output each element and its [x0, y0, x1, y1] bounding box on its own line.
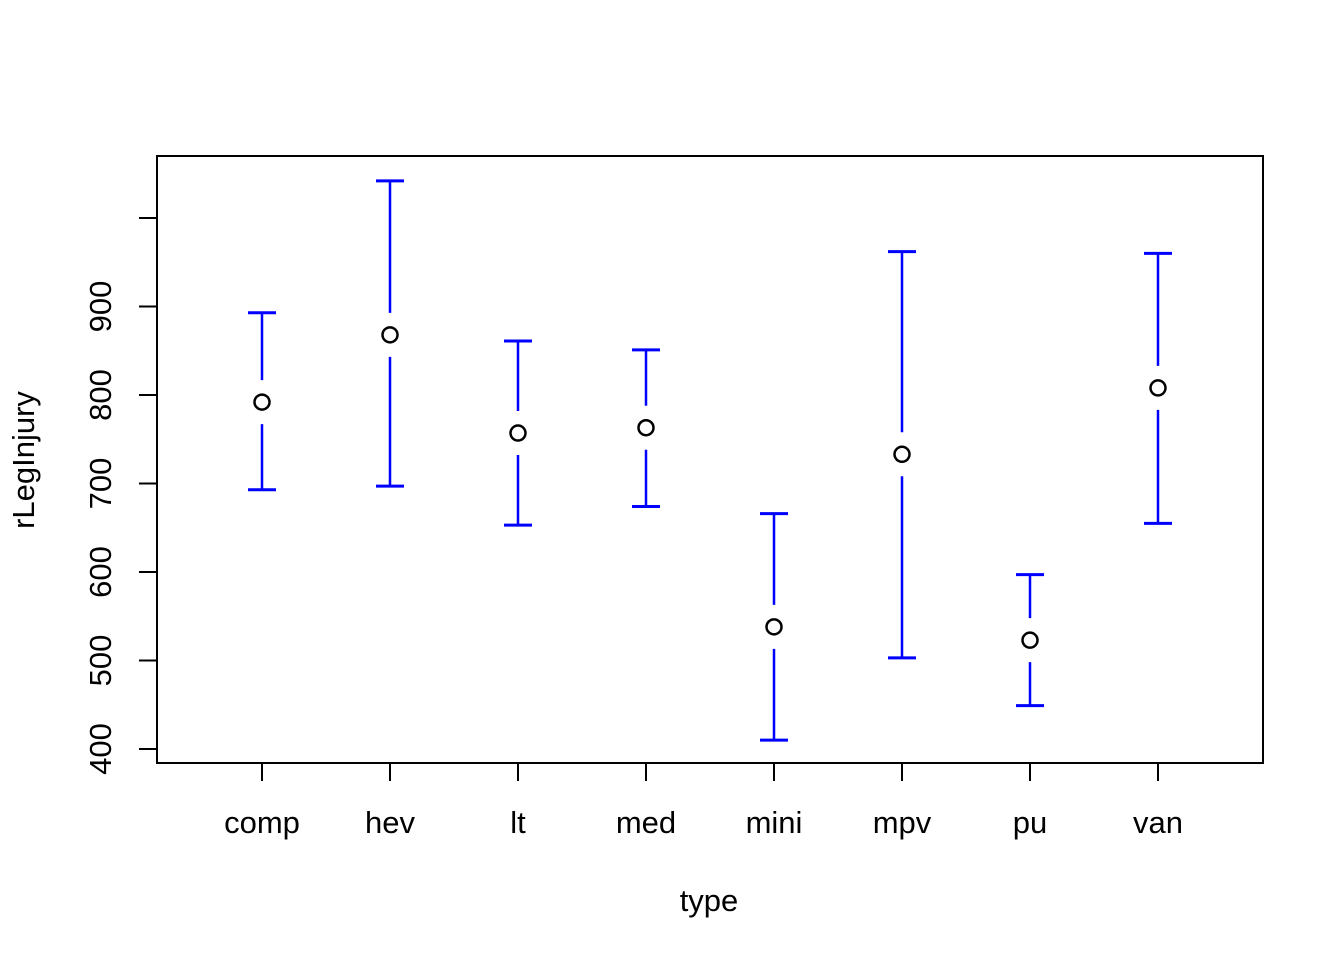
x-tick-label: pu: [1013, 805, 1047, 840]
mean-point: [253, 393, 271, 411]
mean-point: [509, 424, 527, 442]
x-tick-label: comp: [224, 805, 300, 840]
mean-point: [381, 326, 399, 344]
y-axis-title: rLegInjury: [6, 391, 41, 529]
y-tick-label: 900: [83, 281, 118, 333]
y-tick-label: 700: [83, 458, 118, 510]
x-tick-label: mpv: [873, 805, 932, 840]
x-tick-label: mini: [746, 805, 803, 840]
x-tick-label: hev: [365, 805, 415, 840]
mean-point: [765, 618, 783, 636]
y-tick-label: 500: [83, 635, 118, 687]
mean-point: [1149, 379, 1167, 397]
x-tick-label: med: [616, 805, 676, 840]
y-tick-label: 800: [83, 369, 118, 421]
x-tick-label: van: [1133, 805, 1183, 840]
mean-point: [893, 445, 911, 464]
x-axis-title: type: [680, 883, 739, 918]
x-tick-label: lt: [510, 805, 526, 840]
y-tick-label: 600: [83, 546, 118, 598]
mean-point: [637, 418, 655, 437]
plot-box: [156, 155, 1264, 764]
mean-point: [1021, 631, 1039, 649]
y-tick-label: 400: [83, 723, 118, 775]
